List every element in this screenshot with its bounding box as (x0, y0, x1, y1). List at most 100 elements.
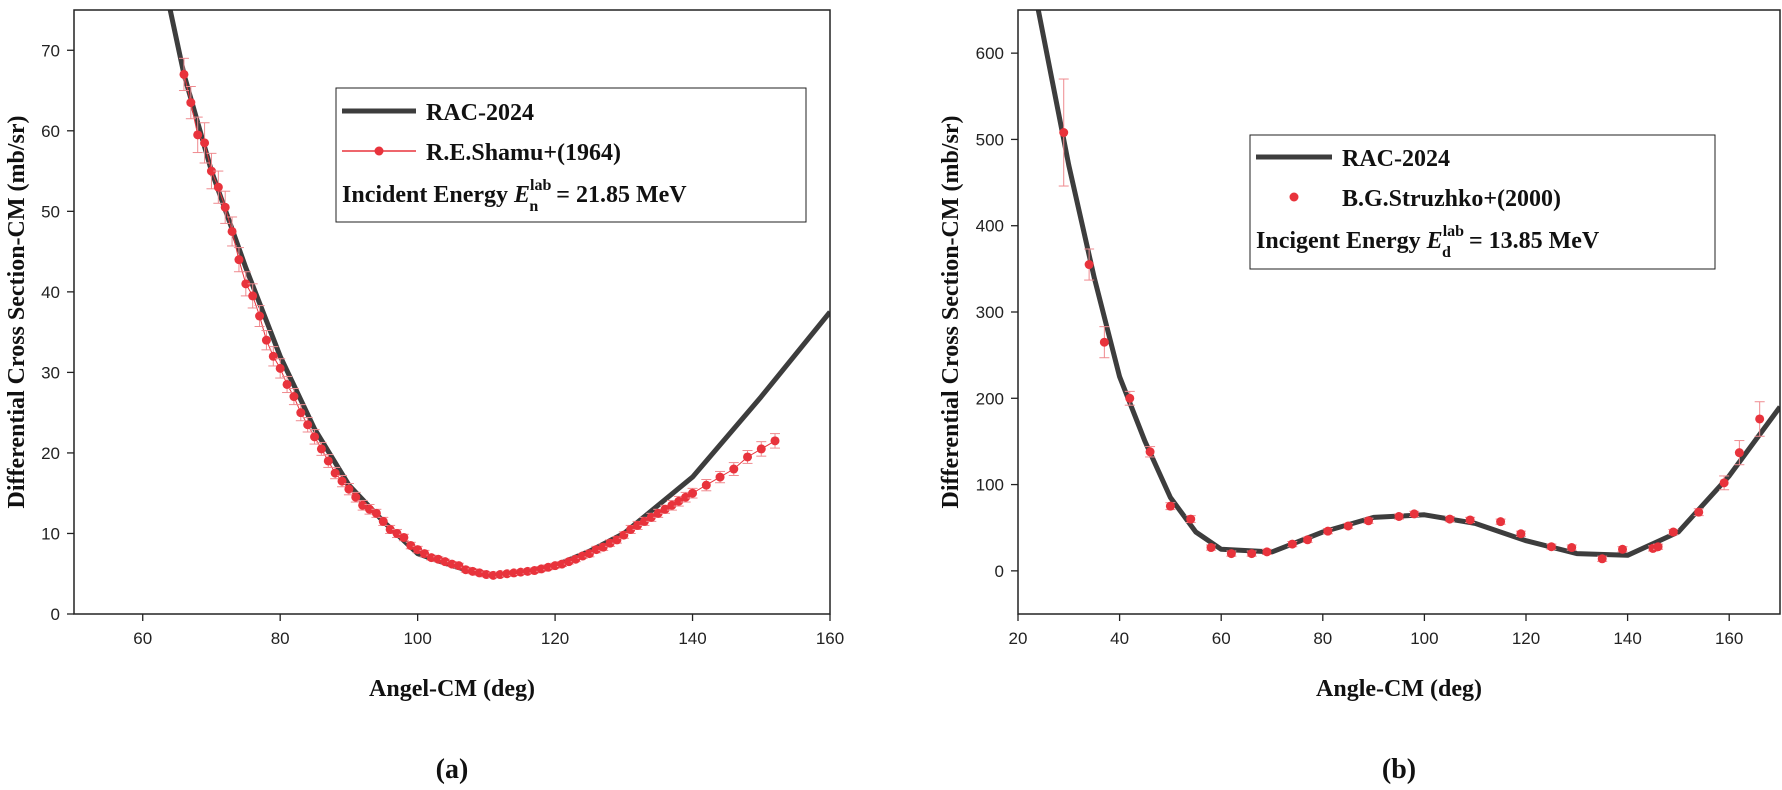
panel-a-y-tick-label: 0 (51, 605, 60, 624)
panel-a-data-point (743, 452, 753, 462)
panel-b-legend-energy: Incigent Energy Elab d = 13.85 MeV (1256, 223, 1600, 261)
panel-b-data-point (1755, 414, 1765, 424)
panel-a-x-tick-label: 80 (271, 629, 290, 648)
panel-b-y-axis-title: Differential Cross Section-CM (mb/sr) (938, 115, 964, 508)
panel-b-energy-value: = 13.85 MeV (1463, 228, 1600, 254)
panel-a-data-point (612, 535, 622, 545)
panel-a-y-tick-label: 70 (41, 41, 60, 60)
panel-a-legend-line-label: RAC-2024 (426, 100, 534, 126)
panel-b-data-point (1445, 514, 1455, 524)
panel-a-data-point (213, 182, 223, 192)
panel-a-legend-energy: Incident Energy Elab n = 21.85 MeV (342, 177, 687, 215)
panel-a-legend-data-label: R.E.Shamu+(1964) (426, 140, 621, 166)
panel-a-data-point (619, 530, 629, 540)
panel-a-data-point (227, 226, 237, 236)
panel-b-axes-layer: 20 40 60 80 100 120 140 160 0 100 200 300 400 500 600 (976, 44, 1744, 648)
panel-b-data-point (1247, 549, 1257, 559)
panel-b-x-axis-title: Angle-CM (deg) (1316, 676, 1482, 702)
panel-b-data-point (1546, 542, 1556, 552)
panel-b-x-tick-label: 100 (1410, 629, 1438, 648)
panel-a-data-point (220, 202, 230, 212)
panel-b-data-point (1734, 448, 1744, 458)
panel-a-data-point (715, 472, 725, 482)
panel-a-x-tick-label: 100 (403, 629, 431, 648)
panel-a-x-tick-label: 140 (678, 629, 706, 648)
panel-a-data-point (454, 561, 464, 571)
panel-b-x-tick-label: 20 (1009, 629, 1028, 648)
panel-b-data-point (1165, 501, 1175, 511)
panel-a-y-tick-label: 10 (41, 524, 60, 543)
panel-a-data-point (371, 508, 381, 518)
panel-a-y-tick-label: 50 (41, 202, 60, 221)
panel-a-data-point (584, 549, 594, 559)
panel-b-energy-sup: lab (1443, 223, 1464, 240)
panel-a-data-point (316, 444, 326, 454)
panel-b-x-tick-label: 140 (1613, 629, 1641, 648)
panel-b-legend: RAC-2024 B.G.Struzhko+(2000) Incigent En… (1249, 134, 1716, 270)
panel-a-data-point (633, 520, 643, 530)
panel-a-data-point (536, 564, 546, 574)
panel-a-energy-symbol: E (513, 182, 530, 208)
panel-a-data-point (385, 524, 395, 534)
panel-b-data-point (1145, 447, 1155, 457)
panel-a-data-point (660, 504, 670, 514)
panel-b-x-tick-label: 40 (1110, 629, 1129, 648)
panel-b-x-tick-label: 80 (1313, 629, 1332, 648)
panel-a-data-point (598, 542, 608, 552)
panel-b-chart: 20 40 60 80 100 120 140 1600100200300400500600 … (938, 9, 1781, 785)
panel-b-data-point (1409, 509, 1419, 519)
panel-b-energy-sub: d (1442, 244, 1451, 261)
panel-a-data-point (509, 568, 519, 578)
panel-b-data-point (1668, 527, 1678, 537)
panel-a-data-point (653, 508, 663, 518)
panel-b-y-tick-label: 600 (976, 44, 1004, 63)
panel-b-data-point (1364, 516, 1374, 526)
panel-a-x-tick-label: 120 (541, 629, 569, 648)
panel-a-data-point (399, 532, 409, 542)
panel-a-data-point (296, 408, 306, 418)
panel-a-data-point (303, 420, 313, 430)
panel-b-data-point (1059, 128, 1069, 138)
panel-a-legend: RAC-2024 R.E.Shamu+(1964) Incident Energ… (335, 87, 807, 223)
panel-a-data-point (701, 480, 711, 490)
panel-a-data-point (433, 554, 443, 564)
panel-a-data-point (179, 69, 189, 79)
panel-a-data-point (248, 291, 258, 301)
panel-a-data-point (646, 512, 656, 522)
panel-a-data-point (770, 436, 780, 446)
panel-b-data-point (1618, 544, 1628, 554)
panel-a-chart: 60 80 100 120 140 160 0 10 20 30 40 50 60 70 Angel-CM… (4, 9, 844, 785)
panel-a-data-point (550, 561, 560, 571)
panel-b-y-tick-label: 200 (976, 389, 1004, 408)
panel-a-data-point (234, 255, 244, 265)
panel-a-data-point (200, 138, 210, 148)
panel-a-data-point (756, 444, 766, 454)
panel-a-data-point (481, 570, 491, 580)
panel-b-data-point (1343, 521, 1353, 531)
panel-a-data-point (392, 528, 402, 538)
panel-a-data-point (310, 432, 320, 442)
panel-a-energy-sup: lab (530, 177, 551, 194)
panel-b-energy-symbol: E (1426, 228, 1443, 254)
panel-a-data-point (261, 335, 271, 345)
panel-a-data-point (193, 130, 203, 140)
panel-a-data-point (344, 484, 354, 494)
panel-a-data-point (626, 524, 636, 534)
panel-a-x-axis-title: Angel-CM (deg) (369, 676, 535, 702)
panel-b-data-point (1262, 547, 1272, 557)
panel-a-data-point (426, 553, 436, 563)
panel-b-x-tick-label: 160 (1715, 629, 1743, 648)
panel-a-y-tick-label: 60 (41, 122, 60, 141)
panel-b-data-point (1303, 535, 1313, 545)
panel-b-data-point (1597, 554, 1607, 564)
panel-b-y-tick-label: 400 (976, 217, 1004, 236)
panel-b-legend-line-label: RAC-2024 (1342, 146, 1450, 172)
panel-b-legend-data-label: B.G.Struzhko+(2000) (1342, 186, 1561, 212)
panel-a-data-point (571, 554, 581, 564)
panel-b-data-point (1653, 542, 1663, 552)
panel-a-axes-layer: 60 80 100 120 140 160 0 10 20 30 40 50 60 70 (41, 41, 844, 648)
panel-b-data-point (1465, 515, 1475, 525)
panel-b-data-point (1394, 511, 1404, 521)
panel-b-y-tick-label: 0 (995, 562, 1004, 581)
panel-a-data-point (591, 545, 601, 555)
